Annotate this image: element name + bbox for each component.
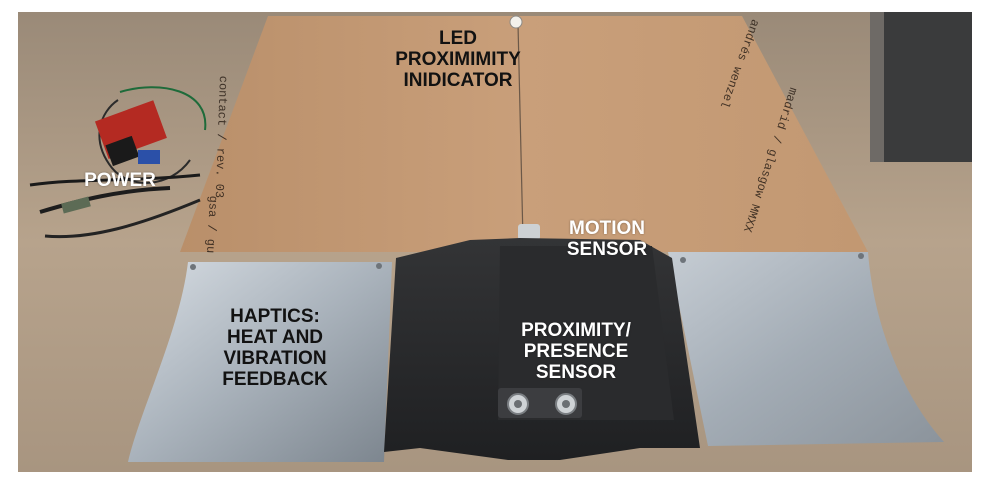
label-line: FEEDBACK — [222, 369, 328, 390]
label-line: INIDICATOR — [403, 70, 513, 91]
electronics-board — [29, 86, 207, 239]
plywood-board — [180, 16, 868, 252]
label-line: SENSOR — [535, 362, 617, 383]
label-line: VIBRATION — [223, 348, 327, 369]
label-line: LED — [439, 28, 477, 49]
led-indicator — [509, 15, 523, 29]
label-line: MOTION — [569, 218, 645, 239]
label-line: HAPTICS: — [230, 306, 320, 327]
label-line: PROXIMIMITY — [395, 49, 521, 70]
motion-sensor-mount — [518, 224, 540, 240]
label-power: POWER — [70, 170, 170, 191]
label-line: PROXIMITY/ — [521, 320, 631, 341]
label-proximity-presence-sensor: PROXIMITY/ PRESENCE SENSOR — [496, 320, 656, 383]
label-line: HEAT AND — [226, 327, 324, 348]
label-haptics: HAPTICS: HEAT AND VIBRATION FEEDBACK — [200, 306, 350, 390]
back-wall — [880, 12, 972, 162]
board-seam — [517, 23, 524, 241]
haptic-pad-right — [668, 252, 944, 446]
label-motion-sensor: MOTION SENSOR — [552, 218, 662, 260]
label-line: PRESENCE — [523, 341, 629, 362]
haptic-pad-left — [128, 262, 392, 462]
label-line: SENSOR — [566, 239, 648, 260]
label-led-proximity-indicator: LED PROXIMIMITY INIDICATOR — [360, 28, 556, 91]
label-line: POWER — [84, 170, 156, 191]
board-text-school: gsa / gu — [203, 195, 220, 254]
